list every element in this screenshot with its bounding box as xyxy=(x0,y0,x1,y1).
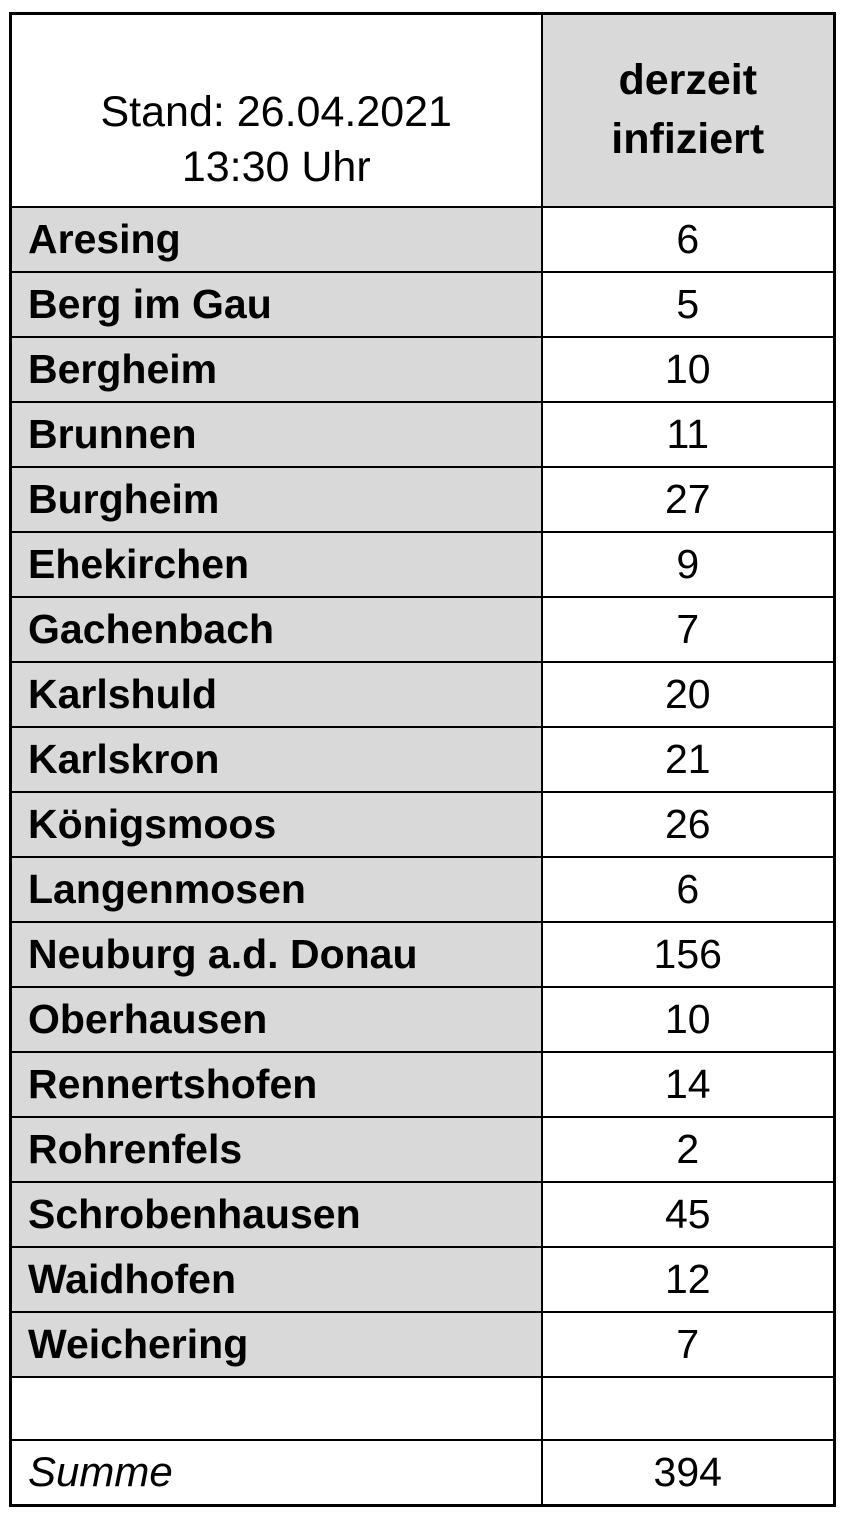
infected-count: 6 xyxy=(540,855,836,923)
municipality-name: Gachenbach xyxy=(9,595,543,663)
summary-row: Summe 394 xyxy=(9,1438,836,1507)
spacer-row xyxy=(9,1375,836,1441)
municipality-name: Königsmoos xyxy=(9,790,543,858)
spacer-label-cell xyxy=(9,1375,543,1441)
municipality-name: Schrobenhausen xyxy=(9,1180,543,1248)
municipality-name: Bergheim xyxy=(9,335,543,403)
municipality-name: Neuburg a.d. Donau xyxy=(9,920,543,988)
table-row: Rennertshofen 14 xyxy=(9,1050,836,1118)
infected-count: 26 xyxy=(540,790,836,858)
municipality-name: Karlshuld xyxy=(9,660,543,728)
table-row: Burgheim 27 xyxy=(9,465,836,533)
table-row: Karlskron 21 xyxy=(9,725,836,793)
municipality-name: Berg im Gau xyxy=(9,270,543,338)
infected-count: 7 xyxy=(540,1310,836,1378)
header-row: Stand: 26.04.2021 13:30 Uhr derzeit infi… xyxy=(9,12,836,208)
municipality-name: Brunnen xyxy=(9,400,543,468)
municipality-name: Waidhofen xyxy=(9,1245,543,1313)
municipality-name: Rennertshofen xyxy=(9,1050,543,1118)
table-row: Berg im Gau 5 xyxy=(9,270,836,338)
infected-count: 27 xyxy=(540,465,836,533)
table-row: Waidhofen 12 xyxy=(9,1245,836,1313)
table-row: Karlshuld 20 xyxy=(9,660,836,728)
table-row: Neuburg a.d. Donau 156 xyxy=(9,920,836,988)
spacer-value-cell xyxy=(540,1375,836,1441)
currently-infected-column-header: derzeit infiziert xyxy=(540,12,836,208)
infected-count: 45 xyxy=(540,1180,836,1248)
table-row: Königsmoos 26 xyxy=(9,790,836,858)
table-row: Rohrenfels 2 xyxy=(9,1115,836,1183)
infected-count: 7 xyxy=(540,595,836,663)
municipality-name: Aresing xyxy=(9,205,543,273)
infected-count: 12 xyxy=(540,1245,836,1313)
table-row: Langenmosen 6 xyxy=(9,855,836,923)
infected-count: 10 xyxy=(540,985,836,1053)
table-row: Aresing 6 xyxy=(9,205,836,273)
infected-count: 5 xyxy=(540,270,836,338)
infected-count: 14 xyxy=(540,1050,836,1118)
infected-count: 20 xyxy=(540,660,836,728)
table-row: Ehekirchen 9 xyxy=(9,530,836,598)
infection-table: Stand: 26.04.2021 13:30 Uhr derzeit infi… xyxy=(9,12,836,1507)
infected-count: 9 xyxy=(540,530,836,598)
table-row: Gachenbach 7 xyxy=(9,595,836,663)
infected-count: 6 xyxy=(540,205,836,273)
municipality-name: Oberhausen xyxy=(9,985,543,1053)
summary-label: Summe xyxy=(9,1438,543,1507)
infected-count: 10 xyxy=(540,335,836,403)
municipality-name: Langenmosen xyxy=(9,855,543,923)
municipality-name: Rohrenfels xyxy=(9,1115,543,1183)
table-row: Oberhausen 10 xyxy=(9,985,836,1053)
table-row: Brunnen 11 xyxy=(9,400,836,468)
municipality-name: Weichering xyxy=(9,1310,543,1378)
infected-count: 2 xyxy=(540,1115,836,1183)
infected-count: 11 xyxy=(540,400,836,468)
infected-count: 21 xyxy=(540,725,836,793)
municipality-name: Ehekirchen xyxy=(9,530,543,598)
status-date-header: Stand: 26.04.2021 13:30 Uhr xyxy=(9,12,543,208)
municipality-name: Burgheim xyxy=(9,465,543,533)
infected-count: 156 xyxy=(540,920,836,988)
municipality-name: Karlskron xyxy=(9,725,543,793)
table-row: Bergheim 10 xyxy=(9,335,836,403)
summary-value: 394 xyxy=(540,1438,836,1507)
table-row: Schrobenhausen 45 xyxy=(9,1180,836,1248)
municipality-rows: Aresing 6 Berg im Gau 5 Bergheim 10 Brunnen 11 B… xyxy=(9,205,836,1378)
table-row: Weichering 7 xyxy=(9,1310,836,1378)
